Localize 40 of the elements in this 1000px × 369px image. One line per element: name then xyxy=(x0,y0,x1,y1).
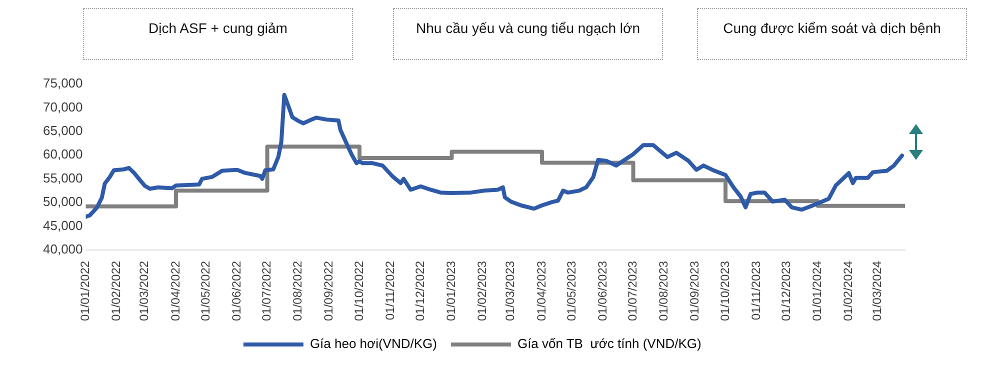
text: Nhu cầu yếu và cung tiểu ngạch lớn xyxy=(393,8,663,60)
y-tick-label: 70,000 xyxy=(42,99,83,114)
y-tick-label: 65,000 xyxy=(42,122,83,138)
x-tick-label: 01/01/2024 xyxy=(810,260,824,322)
x-tick-label: 01/02/2024 xyxy=(841,260,856,322)
x-tick-label: 01/08/2023 xyxy=(656,260,671,322)
y-tick-label: 45,000 xyxy=(42,218,83,233)
x-tick-label: 01/03/2024 xyxy=(870,260,884,322)
x-tick-label: 01/03/2022 xyxy=(137,260,152,322)
legend-label: Gía vốn TB ước tính (VND/KG) xyxy=(517,336,702,352)
x-tick-label: 01/09/2023 xyxy=(688,260,702,322)
x-tick-label: 01/02/2023 xyxy=(475,260,490,322)
x-tick-label: 01/09/2022 xyxy=(322,260,336,322)
x-tick-label: 01/05/2023 xyxy=(564,260,578,322)
y-tick-label: 75,000 xyxy=(42,76,83,91)
y-tick-label: 50,000 xyxy=(42,194,83,210)
x-tick-label: 01/08/2022 xyxy=(290,260,305,322)
x-tick-label: 01/01/2022 xyxy=(78,260,92,322)
x-tick-label: 01/12/2022 xyxy=(412,260,427,322)
x-tick-label: 01/02/2022 xyxy=(109,260,124,322)
x-tick-label: 01/04/2022 xyxy=(168,260,182,322)
x-tick-label: 01/01/2023 xyxy=(444,260,458,322)
x-tick-label: 01/06/2022 xyxy=(229,260,244,322)
y-tick-label: 55,000 xyxy=(42,170,83,186)
x-tick-label: 01/06/2023 xyxy=(595,260,610,322)
x-tick-label: 01/10/2022 xyxy=(352,260,366,322)
x-tick-label: 01/03/2023 xyxy=(503,260,518,322)
text: Cung được kiểm soát và dịch bệnh xyxy=(697,8,967,60)
x-tick-label: 01/11/2022 xyxy=(382,260,397,320)
x-tick-label: 01/04/2023 xyxy=(534,260,548,322)
text: Dịch ASF + cung giảm xyxy=(83,8,353,60)
y-tick-label: 60,000 xyxy=(42,146,83,162)
x-tick-label: 01/10/2023 xyxy=(718,260,732,322)
x-tick-label: 01/05/2022 xyxy=(198,260,212,322)
legend-label: Gía heo hơi(VND/KG) xyxy=(310,336,437,352)
x-tick-label: 01/07/2023 xyxy=(626,260,640,322)
x-tick-label: 01/12/2023 xyxy=(778,260,793,322)
x-tick-label: 01/07/2022 xyxy=(260,260,274,322)
x-tick-label: 01/11/2023 xyxy=(748,260,763,320)
y-tick-label: 40,000 xyxy=(42,242,83,257)
